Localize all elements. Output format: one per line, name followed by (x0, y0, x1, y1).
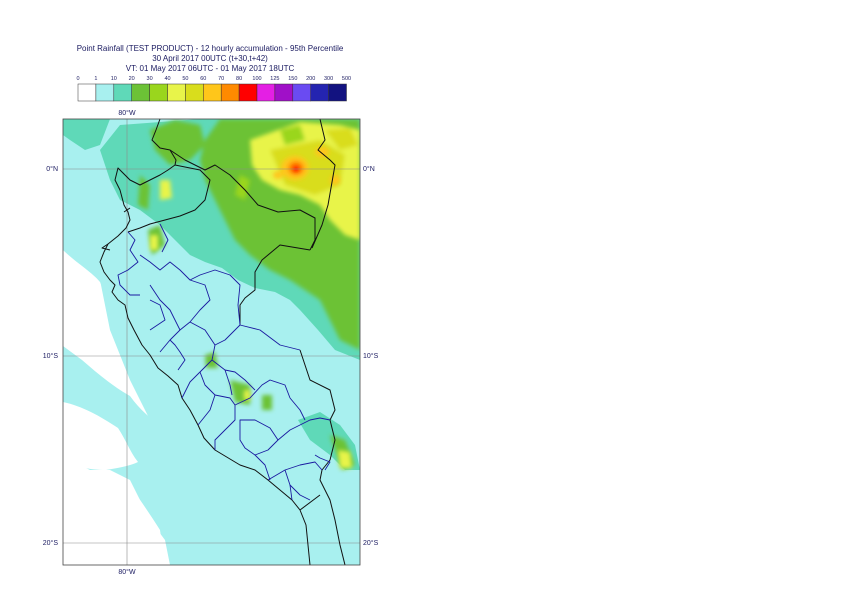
latitude-label-left: 10°S (43, 352, 59, 360)
legend-labels: 0 1 10 20 30 40 50 60 70 80 100 125 150 200 300 500 (76, 76, 351, 82)
map-title: Point Rainfall (TEST PRODUCT) - 12 hourl… (76, 44, 344, 53)
latitude-label-right: 0°N (363, 165, 375, 173)
legend-threshold-label: 300 (324, 76, 333, 82)
run-time: 30 April 2017 00UTC (t+30,t+42) (152, 54, 268, 63)
legend-threshold-label: 70 (218, 76, 224, 82)
latitude-label-left: 0°N (46, 165, 58, 173)
legend-threshold-label: 80 (236, 76, 242, 82)
legend-threshold-label: 200 (306, 76, 315, 82)
legend-threshold-label: 1 (94, 76, 97, 82)
latitude-label-right: 10°S (363, 352, 379, 360)
legend-threshold-label: 0 (76, 76, 79, 82)
legend-threshold-label: 10 (111, 76, 117, 82)
legend-threshold-label: 30 (147, 76, 153, 82)
latitude-label-right: 20°S (363, 539, 379, 547)
valid-time: VT: 01 May 2017 06UTC - 01 May 2017 18UT… (125, 64, 295, 73)
coastline (99, 118, 346, 566)
legend-threshold-label: 150 (288, 76, 297, 82)
map-frame (62, 118, 361, 566)
latitude-label-left: 20°S (43, 539, 59, 547)
legend-color-box (328, 83, 347, 102)
legend-threshold-label: 40 (164, 76, 170, 82)
legend-threshold-label: 60 (200, 76, 206, 82)
longitude-label-top: 80°W (118, 109, 136, 117)
legend-threshold-label: 20 (129, 76, 135, 82)
legend-threshold-label: 500 (342, 76, 351, 82)
legend-boxes (77, 83, 347, 102)
color-legend: 0 1 10 20 30 40 50 60 70 80 100 125 150 200 300 500 (76, 76, 351, 102)
longitude-label-bottom: 80°W (118, 568, 136, 576)
graticule (63, 119, 360, 565)
legend-threshold-label: 100 (252, 76, 261, 82)
legend-threshold-label: 125 (270, 76, 279, 82)
legend-threshold-label: 50 (182, 76, 188, 82)
rainfall-field (63, 119, 360, 565)
region-boundaries (117, 223, 331, 501)
